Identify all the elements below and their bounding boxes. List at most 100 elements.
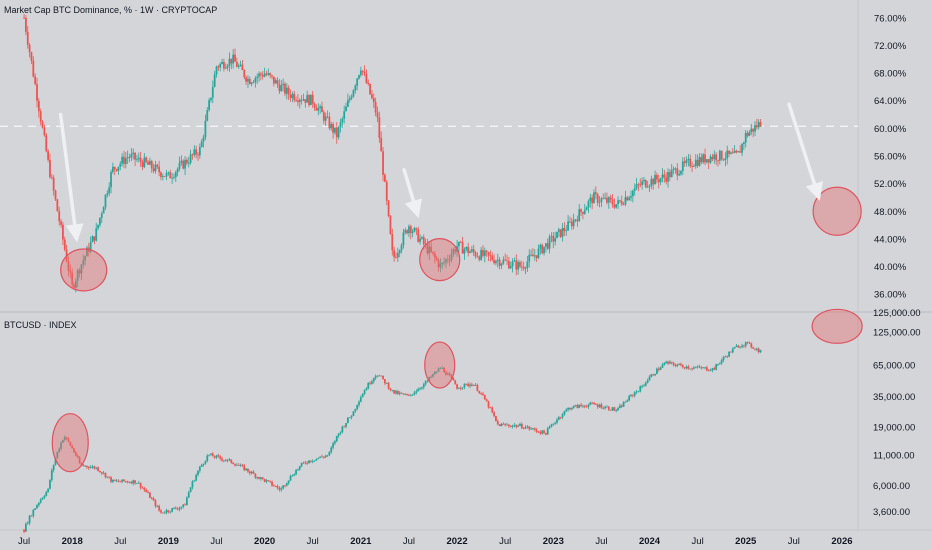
candle-body [611, 407, 614, 411]
candle-body [282, 485, 285, 489]
time-x-tick: 2022 [446, 536, 467, 547]
candle-body [108, 187, 111, 194]
candle-body [321, 106, 323, 113]
candle-body [600, 198, 603, 202]
candle-body [39, 111, 42, 122]
candle-body [339, 122, 342, 128]
candle-body [63, 437, 66, 441]
candle-body [191, 154, 194, 156]
candle-body [376, 112, 379, 118]
candle-body [134, 480, 136, 484]
candle-body [136, 159, 138, 160]
candle-body [313, 460, 316, 462]
candle-body [520, 423, 523, 429]
candle-body [132, 480, 135, 484]
candle-body [387, 200, 390, 216]
candle-body [641, 386, 644, 388]
candle-body [86, 247, 88, 257]
candle-body [287, 480, 290, 484]
candle-body [30, 52, 33, 61]
candle-body [559, 417, 562, 418]
time-x-tick: 2018 [62, 536, 83, 547]
candle-body [54, 190, 57, 200]
candle-body [335, 435, 338, 442]
candle-body [607, 406, 610, 410]
candle-body [593, 192, 595, 204]
candle-body [56, 199, 59, 212]
candle-body [411, 231, 414, 233]
candle-body [185, 159, 188, 164]
candle-body [596, 404, 599, 407]
candle-body [726, 356, 729, 358]
candle-body [321, 456, 323, 458]
candle-body [580, 404, 582, 406]
candle-body [137, 157, 140, 160]
candle-body [106, 193, 109, 195]
candle-body [319, 106, 322, 108]
candle-body [297, 100, 299, 102]
candle-body [34, 76, 37, 85]
candle-body [482, 393, 484, 395]
candle-body [652, 178, 655, 185]
candle-body [289, 475, 292, 481]
candle-body [37, 100, 40, 112]
candle-body [413, 228, 416, 232]
candle-body [578, 404, 581, 408]
candle-body [709, 156, 712, 163]
candle-body [693, 165, 695, 167]
candle-body [119, 481, 122, 483]
candle-body [385, 382, 388, 384]
candle-body [448, 373, 451, 376]
grid-layer [0, 0, 932, 531]
candle-body [528, 426, 531, 430]
candle-body [143, 487, 146, 490]
candle-body [361, 394, 364, 398]
candle-body [463, 383, 466, 388]
candle-body [60, 442, 62, 449]
candle-body [291, 475, 294, 477]
candle-body [648, 185, 651, 187]
candle-body [485, 250, 488, 253]
candle-body [171, 508, 173, 512]
annotation-ellipse-2018-btc [51, 413, 89, 473]
candle-body [493, 259, 495, 264]
arrow-down-2021 [402, 168, 423, 219]
candle-body [628, 197, 631, 201]
candle-body [49, 480, 51, 489]
candle-body [574, 405, 577, 406]
candle-body [217, 455, 220, 457]
candle-body [689, 368, 692, 370]
candle-body [539, 432, 542, 434]
candle-body [387, 382, 390, 389]
candle-body [548, 426, 551, 429]
candle-body [389, 215, 392, 234]
candle-body [643, 385, 645, 387]
candle-body [702, 367, 705, 369]
candle-body [102, 472, 105, 474]
candle-body [334, 441, 336, 444]
candle-body [561, 414, 564, 418]
candle-body [419, 238, 421, 242]
candle-body [437, 368, 440, 372]
candle-body [328, 116, 331, 129]
candle-body [691, 368, 693, 370]
candle-body [428, 246, 431, 254]
candle-body [223, 460, 225, 462]
candle-body [139, 157, 142, 162]
candle-body [557, 417, 560, 420]
candle-body [208, 100, 211, 110]
candle-body [224, 67, 227, 69]
candle-body [148, 161, 151, 165]
annotation-ellipse-projected-btc [811, 308, 863, 344]
candle-body [158, 166, 161, 173]
candle-body [37, 502, 40, 506]
candle-body [174, 172, 177, 178]
candle-body [161, 176, 164, 178]
candle-body [617, 408, 619, 411]
candle-body [691, 166, 693, 167]
candle-body [176, 508, 179, 510]
candle-body [491, 407, 494, 413]
candle-body [49, 159, 51, 178]
candle-body [372, 98, 375, 103]
